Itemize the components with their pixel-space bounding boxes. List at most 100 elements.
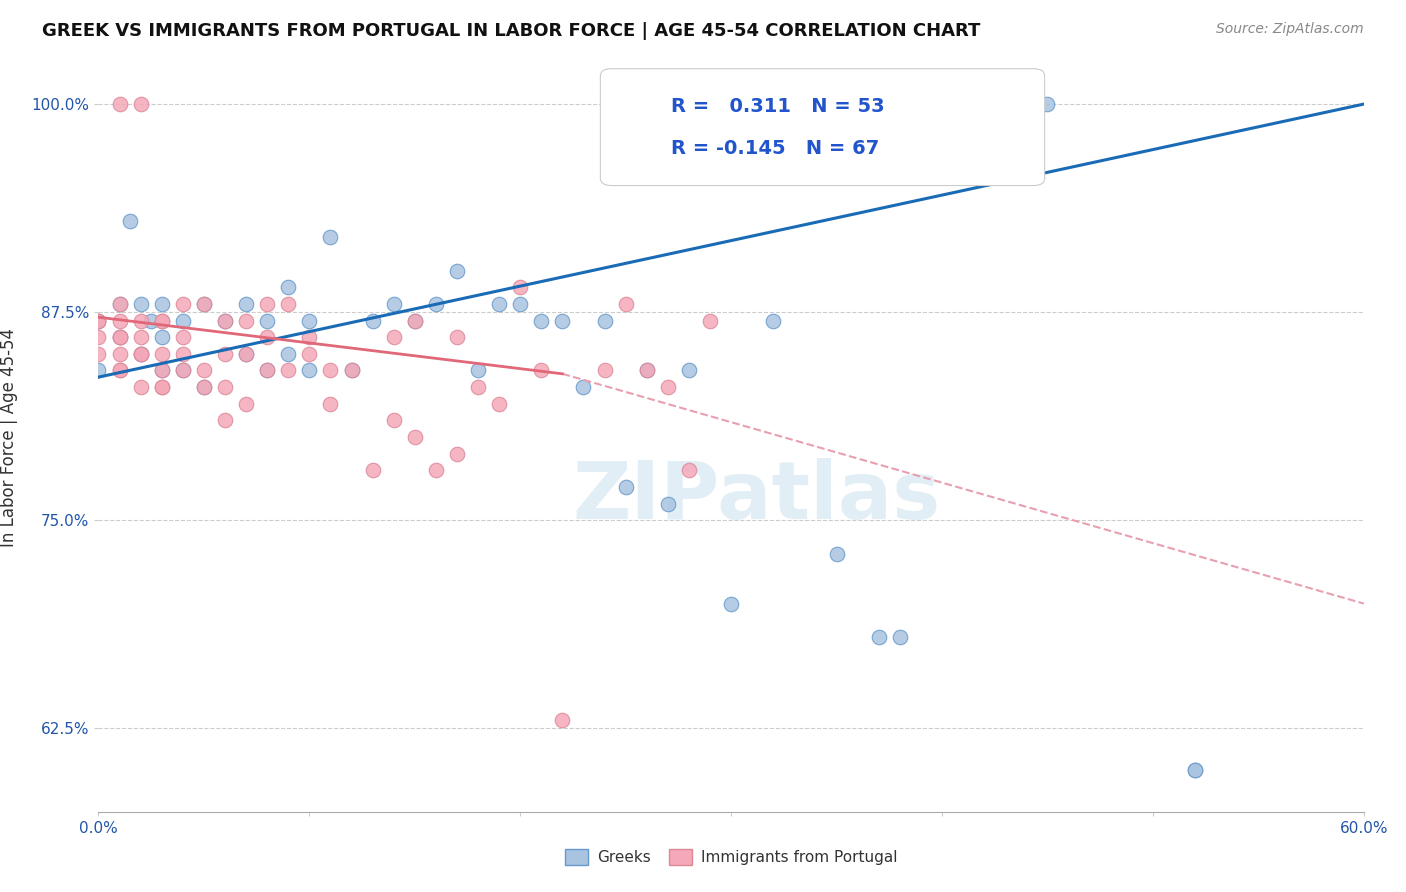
Point	[530, 363, 553, 377]
Point	[129, 313, 152, 327]
Point	[150, 297, 173, 311]
Legend: Greeks, Immigrants from Portugal: Greeks, Immigrants from Portugal	[558, 843, 904, 871]
Point	[87, 313, 110, 327]
Point	[150, 380, 173, 394]
Point	[277, 280, 299, 294]
Point	[404, 313, 426, 327]
Point	[108, 297, 131, 311]
Point	[129, 347, 152, 361]
Point	[235, 297, 257, 311]
Point	[593, 363, 616, 377]
Point	[108, 363, 131, 377]
Point	[193, 363, 215, 377]
Point	[193, 380, 215, 394]
Point	[973, 97, 995, 112]
Point	[382, 330, 405, 344]
Point	[172, 330, 194, 344]
Point	[1015, 97, 1038, 112]
Point	[87, 330, 110, 344]
Point	[108, 347, 131, 361]
Point	[636, 363, 658, 377]
Point	[172, 297, 194, 311]
Point	[235, 313, 257, 327]
Point	[488, 397, 510, 411]
Point	[256, 330, 278, 344]
Text: Source: ZipAtlas.com: Source: ZipAtlas.com	[1216, 22, 1364, 37]
Point	[172, 347, 194, 361]
Point	[1036, 97, 1059, 112]
Point	[129, 380, 152, 394]
Point	[868, 630, 890, 644]
Point	[108, 330, 131, 344]
Point	[108, 363, 131, 377]
Point	[572, 380, 595, 394]
Point	[509, 297, 531, 311]
Point	[108, 330, 131, 344]
Point	[108, 330, 131, 344]
Point	[87, 313, 110, 327]
Point	[446, 330, 468, 344]
Point	[277, 347, 299, 361]
Point	[614, 480, 637, 494]
Point	[214, 380, 236, 394]
Point	[193, 297, 215, 311]
Point	[404, 430, 426, 444]
Point	[150, 330, 173, 344]
Point	[446, 447, 468, 461]
Point	[298, 347, 321, 361]
Point	[150, 363, 173, 377]
Point	[509, 280, 531, 294]
Point	[467, 363, 489, 377]
Point	[404, 313, 426, 327]
Text: R = -0.145   N = 67: R = -0.145 N = 67	[671, 138, 879, 158]
Point	[214, 313, 236, 327]
Point	[87, 363, 110, 377]
Point	[446, 263, 468, 277]
Point	[551, 713, 574, 727]
Point	[172, 313, 194, 327]
Point	[193, 380, 215, 394]
Point	[141, 313, 163, 327]
Point	[129, 330, 152, 344]
Point	[636, 363, 658, 377]
Point	[319, 397, 342, 411]
Text: ZIPatlas: ZIPatlas	[572, 458, 941, 536]
Point	[678, 463, 700, 477]
Point	[129, 97, 152, 112]
Point	[150, 363, 173, 377]
Point	[678, 363, 700, 377]
Point	[425, 463, 447, 477]
Point	[298, 363, 321, 377]
Point	[108, 97, 131, 112]
Point	[235, 347, 257, 361]
Point	[361, 313, 384, 327]
Point	[256, 363, 278, 377]
Point	[614, 297, 637, 311]
Point	[593, 313, 616, 327]
Point	[277, 363, 299, 377]
Point	[172, 363, 194, 377]
Point	[720, 597, 742, 611]
Point	[699, 313, 721, 327]
Point	[150, 313, 173, 327]
Point	[235, 347, 257, 361]
Point	[298, 313, 321, 327]
Point	[1184, 763, 1206, 777]
Point	[87, 347, 110, 361]
Point	[298, 330, 321, 344]
Point	[129, 297, 152, 311]
Text: R =   0.311   N = 53: R = 0.311 N = 53	[671, 96, 884, 116]
Point	[172, 363, 194, 377]
Point	[256, 363, 278, 377]
Point	[382, 297, 405, 311]
Point	[87, 313, 110, 327]
Point	[382, 413, 405, 427]
Point	[277, 297, 299, 311]
Point	[108, 313, 131, 327]
Point	[150, 380, 173, 394]
Point	[193, 297, 215, 311]
Point	[467, 380, 489, 394]
Point	[235, 397, 257, 411]
Point	[488, 297, 510, 311]
Point	[931, 97, 953, 112]
